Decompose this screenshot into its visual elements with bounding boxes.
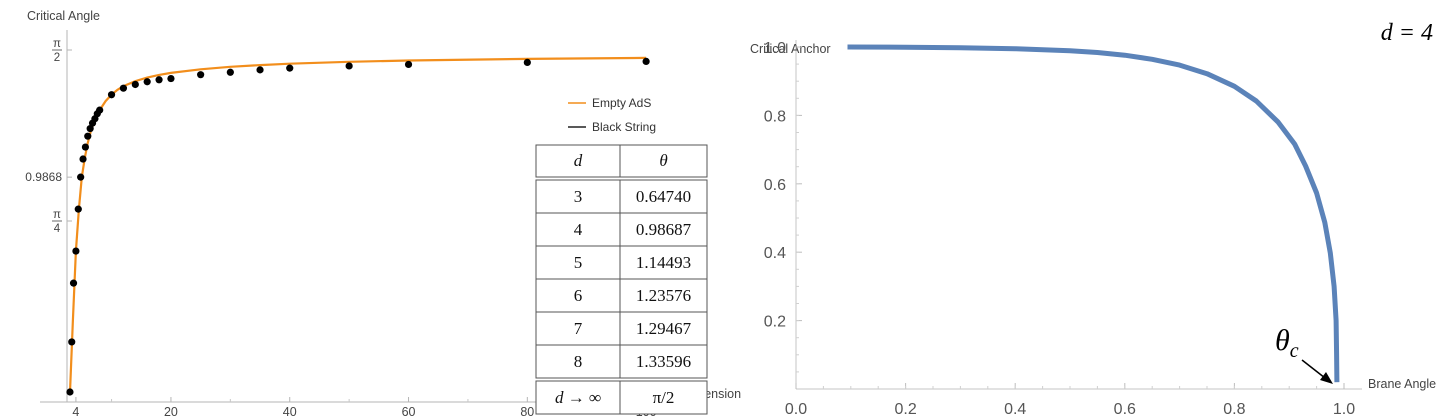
theta-c-label: θc — [1275, 324, 1299, 362]
black-string-point — [66, 388, 74, 396]
dimension-annotation: d = 4 — [1381, 20, 1433, 46]
y-tick-label: 0.6 — [764, 177, 786, 194]
black-string-point — [77, 173, 85, 181]
critical-angle-chart: Critical AngleDimension420406080100π4π20… — [25, 9, 741, 419]
table-cell-theta: 0.98687 — [636, 220, 692, 239]
table-cell-d: 7 — [574, 319, 583, 338]
legend-entry: Black String — [592, 120, 656, 134]
y-tick-denominator: 4 — [54, 223, 61, 235]
black-string-point — [523, 58, 531, 67]
x-tick-label: 80 — [520, 405, 534, 419]
y-tick-numerator: π — [53, 209, 61, 221]
theta-c-label-sub: c — [1290, 340, 1299, 362]
empty-ads-curve — [68, 56, 647, 393]
y-tick-denominator: 2 — [54, 52, 60, 64]
black-string-point — [86, 124, 94, 133]
y-marked-label: 0.9868 — [25, 170, 62, 184]
table-cell-d: 6 — [574, 286, 583, 305]
black-string-point — [81, 143, 90, 151]
theta-c-arrow-shaft — [1301, 359, 1326, 379]
table-cell-d: d → ∞ — [555, 388, 601, 407]
table-cell-theta: 0.64740 — [636, 187, 691, 206]
x-tick-label: 40 — [283, 405, 297, 419]
black-string-point — [131, 80, 139, 89]
x-tick-label: 0.8 — [1223, 401, 1245, 418]
black-string-point — [226, 68, 234, 76]
y-axis-label: Critical Anchor — [750, 42, 831, 56]
black-string-point — [286, 64, 294, 72]
x-tick-label: 60 — [402, 405, 416, 419]
table-cell-theta: 1.29467 — [636, 319, 692, 338]
critical-anchor-chart: Critical Anchor Brane Angle 0.0 0.2 0.4 0.6 0.… — [750, 20, 1436, 418]
table-cell-theta: 1.33596 — [636, 352, 691, 371]
black-string-point — [84, 132, 92, 140]
table-cell-d: 4 — [574, 220, 583, 239]
y-tick-label: 0.8 — [764, 108, 786, 125]
black-string-point — [119, 84, 128, 92]
table-header-d: d — [574, 151, 583, 170]
x-tick-label: 0.6 — [1114, 401, 1136, 418]
y-tick-label: 0.4 — [764, 245, 786, 262]
x-axis-label: Brane Angle — [1368, 377, 1436, 391]
table-header-theta: θ — [659, 151, 667, 170]
table-cell-theta: 1.23576 — [636, 286, 691, 305]
table-limit-box — [535, 380, 708, 415]
black-string-point — [167, 74, 175, 83]
black-string-point — [107, 91, 116, 99]
black-string-point — [79, 155, 87, 163]
x-tick-label: 4 — [72, 405, 79, 419]
black-string-point — [143, 78, 151, 86]
y-tick-label: 0.2 — [764, 314, 786, 331]
x-tick-label: 0.0 — [785, 401, 807, 418]
x-tick-label: 0.4 — [1004, 401, 1026, 418]
x-tick-label: 1.0 — [1333, 401, 1355, 418]
theta-c-label-base: θ — [1275, 324, 1290, 357]
black-string-point — [197, 71, 205, 79]
x-tick-label: 20 — [164, 405, 178, 419]
theta-c-arrow-head — [1320, 372, 1333, 384]
y-tick-label: 1.0 — [764, 40, 786, 57]
black-string-point — [642, 57, 650, 66]
black-string-point — [256, 66, 264, 74]
table-cell-theta: 1.14493 — [636, 253, 691, 272]
black-string-point — [68, 338, 76, 346]
table-header-box — [535, 144, 708, 178]
y-axis-label: Critical Angle — [27, 9, 100, 23]
legend-entry: Empty AdS — [592, 96, 651, 110]
black-string-point — [74, 205, 82, 213]
table-cell-d: 8 — [574, 352, 583, 371]
table-cell-d: 5 — [574, 253, 583, 272]
x-tick-label: 0.2 — [894, 401, 916, 418]
black-string-point — [155, 76, 163, 84]
table-cell-d: 3 — [574, 187, 583, 206]
black-string-point — [345, 62, 353, 70]
black-string-point — [404, 60, 413, 69]
y-tick-numerator: π — [53, 38, 61, 50]
black-string-point — [96, 106, 104, 114]
black-string-point — [69, 279, 78, 287]
critical-anchor-curve — [847, 44, 1340, 383]
table-cell-theta: π/2 — [653, 388, 675, 407]
black-string-point — [72, 247, 80, 255]
